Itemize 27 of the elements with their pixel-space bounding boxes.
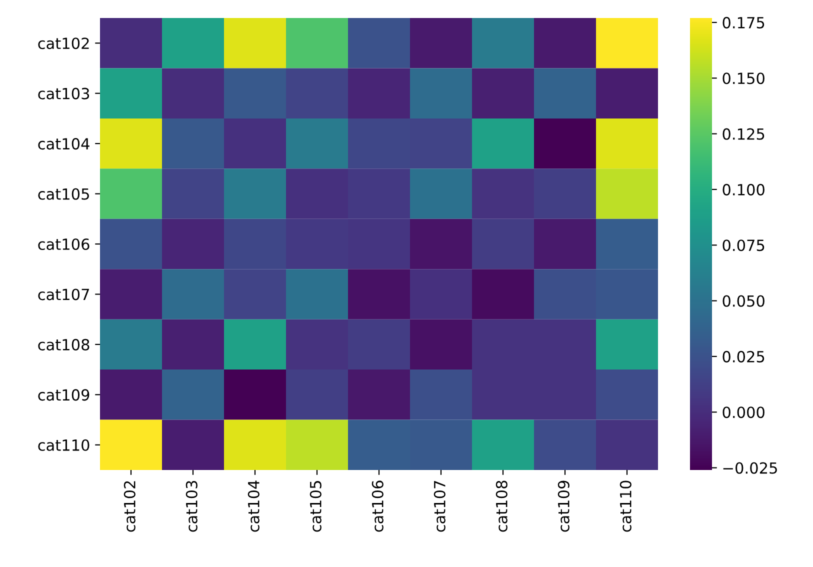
color-bar-label: 0.000 (722, 406, 764, 418)
x-tick-label: cat110 (620, 480, 632, 532)
y-tick-label: cat107 (38, 288, 89, 300)
color-bar-label: 0.025 (722, 350, 764, 362)
y-tick-label: cat104 (38, 138, 90, 150)
x-tick-label: cat108 (496, 480, 508, 532)
y-tick-label: cat106 (38, 238, 90, 250)
color-bar-label: 0.125 (722, 128, 764, 140)
y-tick-label: cat110 (38, 439, 90, 451)
x-tick-label: cat103 (186, 480, 198, 532)
y-tick-label: cat108 (38, 338, 90, 350)
y-tick-label: cat102 (38, 38, 89, 50)
x-tick-label: cat107 (434, 481, 446, 532)
color-bar-label: −0.025 (723, 462, 777, 474)
color-bar-label: 0.075 (722, 240, 764, 252)
y-tick-label: cat105 (38, 188, 89, 200)
color-bar-label: 0.175 (722, 16, 764, 28)
y-tick-label: cat103 (38, 88, 90, 100)
color-bar-label: 0.100 (722, 184, 764, 196)
color-bar-label: 0.050 (722, 295, 764, 307)
y-tick-label: cat109 (38, 389, 90, 401)
x-tick-label: cat104 (248, 480, 260, 532)
x-tick-label: cat102 (124, 481, 136, 532)
color-bar-label: 0.150 (722, 72, 764, 84)
x-tick-label: cat105 (310, 481, 322, 532)
x-tick-label: cat109 (558, 480, 570, 532)
x-tick-label: cat106 (372, 480, 384, 532)
